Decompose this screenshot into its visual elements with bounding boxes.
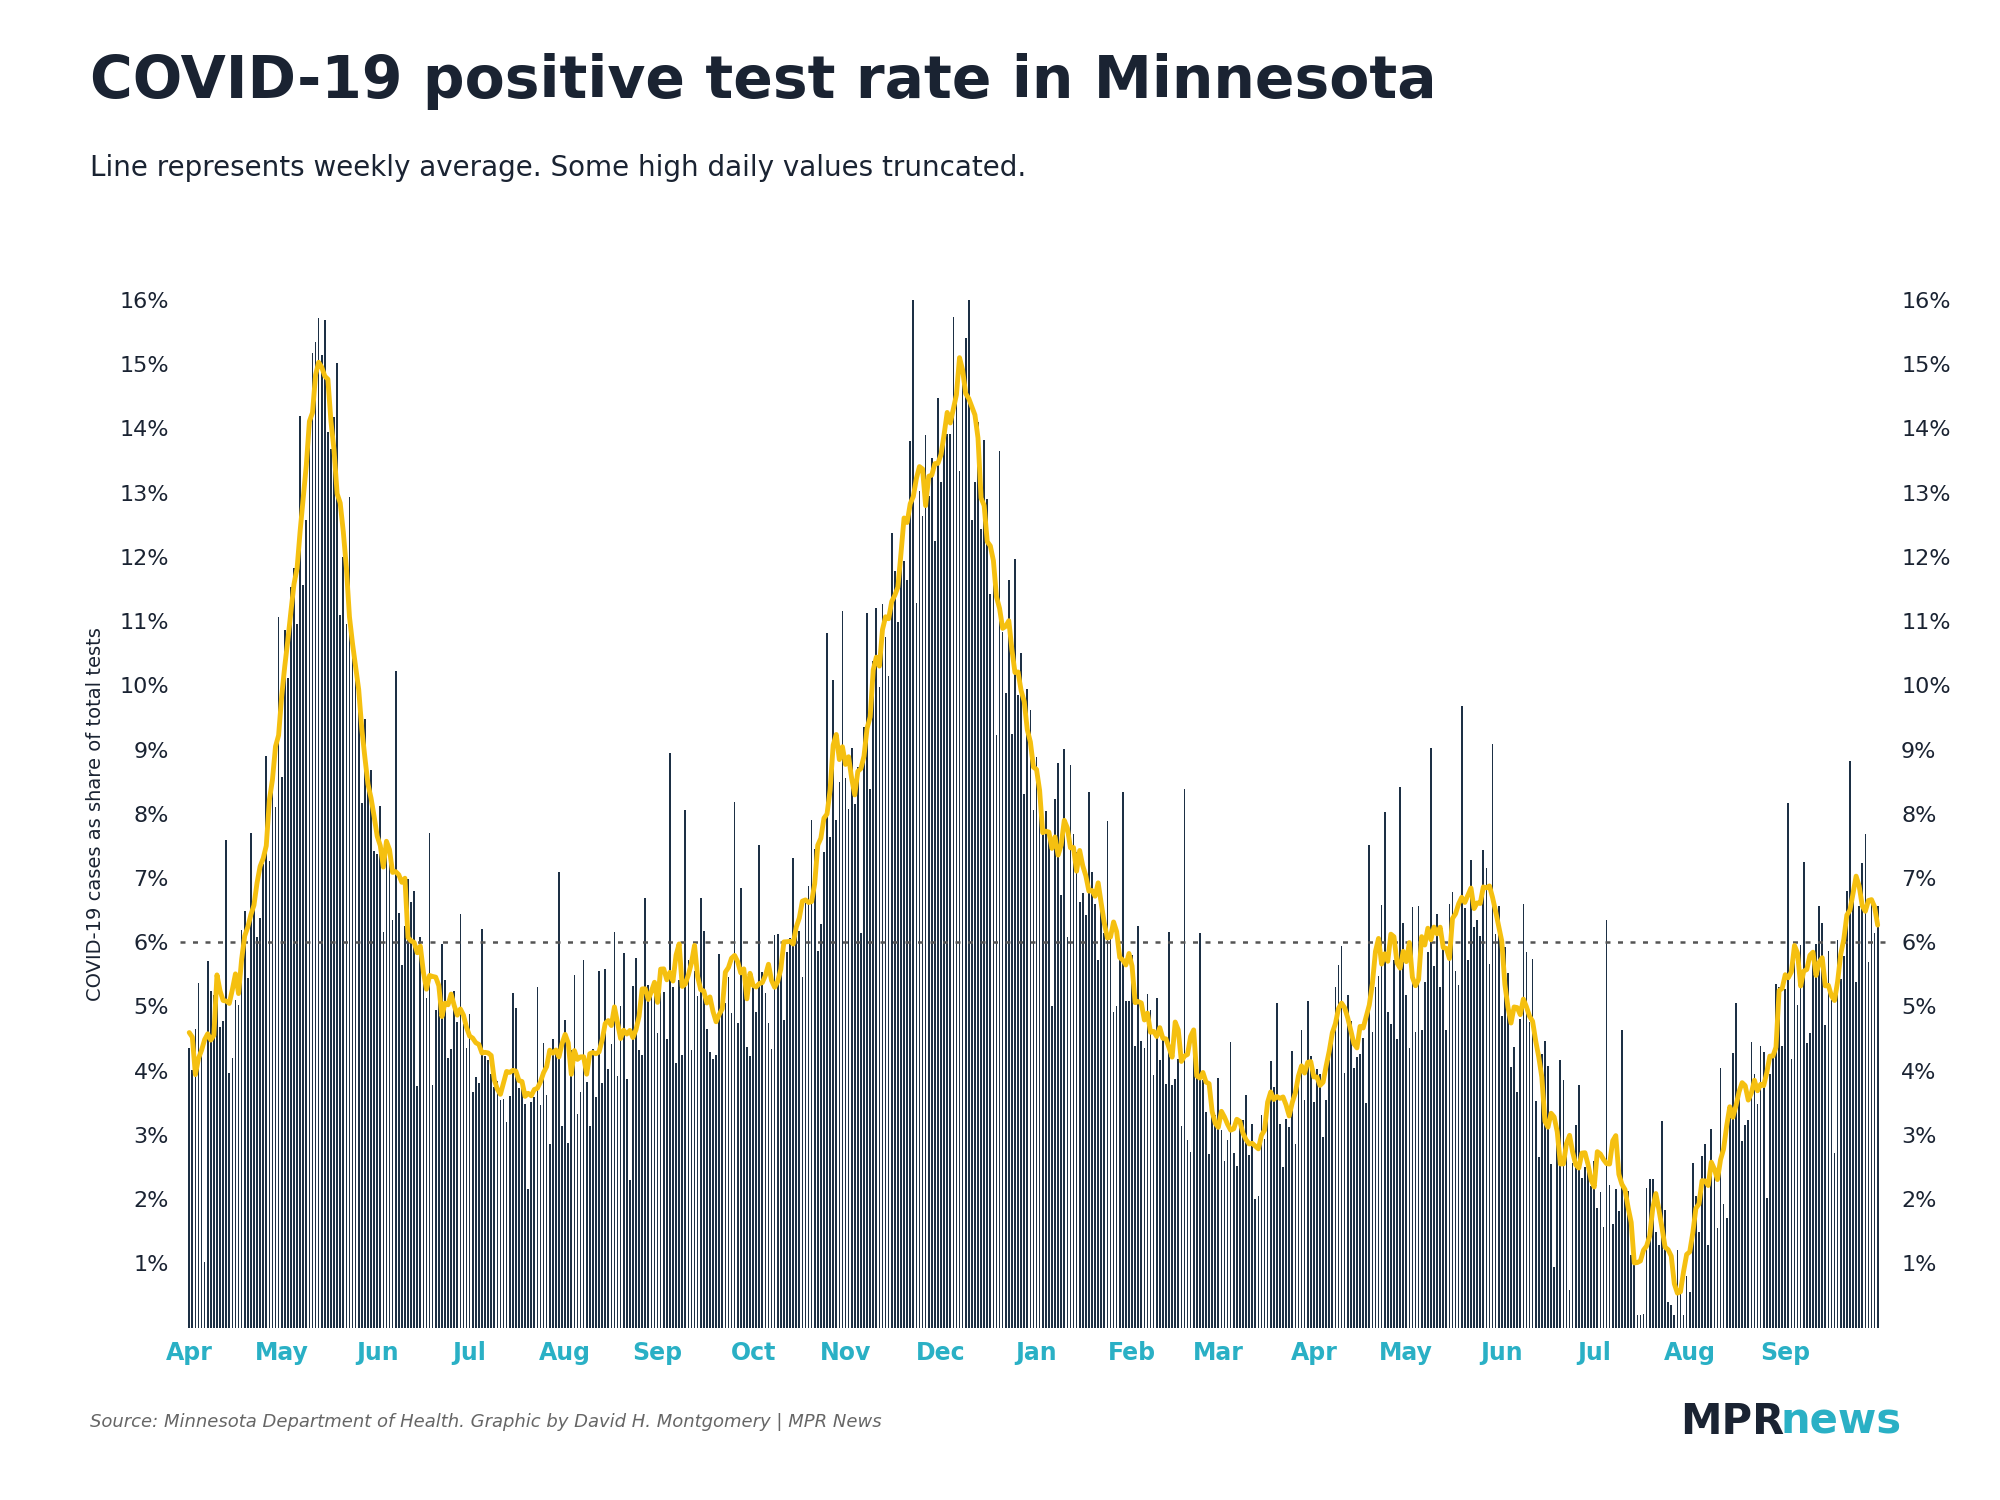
Text: news: news (1780, 1401, 1902, 1443)
Text: Line represents weekly average. Some high daily values truncated.: Line represents weekly average. Some hig… (90, 154, 1026, 183)
Text: MPR: MPR (1680, 1401, 1784, 1443)
Y-axis label: COVID-19 cases as share of total tests: COVID-19 cases as share of total tests (86, 627, 106, 1000)
Text: COVID-19 positive test rate in Minnesota: COVID-19 positive test rate in Minnesota (90, 53, 1436, 110)
Text: Source: Minnesota Department of Health. Graphic by David H. Montgomery | MPR New: Source: Minnesota Department of Health. … (90, 1413, 882, 1431)
